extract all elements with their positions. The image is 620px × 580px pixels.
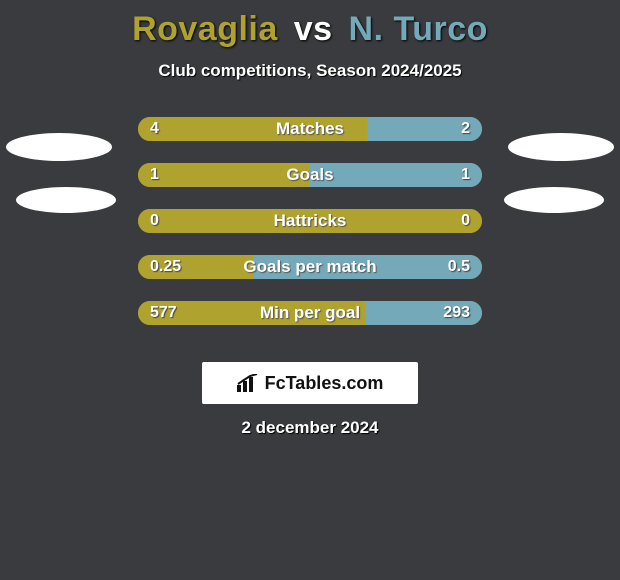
snapshot-date: 2 december 2024 (0, 418, 620, 438)
stat-row: 00Hattricks (0, 209, 620, 233)
stat-row: 577293Min per goal (0, 301, 620, 325)
player2-name: N. Turco (349, 10, 488, 48)
player1-name: Rovaglia (132, 10, 278, 48)
site-logo[interactable]: FcTables.com (202, 362, 418, 404)
stat-label: Goals per match (0, 257, 620, 277)
stat-row: 42Matches (0, 117, 620, 141)
stat-row: 11Goals (0, 163, 620, 187)
logo-text: FcTables.com (265, 373, 384, 394)
stat-label: Hattricks (0, 211, 620, 231)
stat-label: Min per goal (0, 303, 620, 323)
stat-label: Matches (0, 119, 620, 139)
title-row: Rovaglia vs N. Turco (0, 10, 620, 49)
subtitle: Club competitions, Season 2024/2025 (0, 61, 620, 81)
stat-label: Goals (0, 165, 620, 185)
stat-row: 0.250.5Goals per match (0, 255, 620, 279)
comparison-widget: Rovaglia vs N. Turco Club competitions, … (0, 10, 620, 580)
bar-chart-icon (237, 374, 259, 392)
vs-text: vs (294, 10, 333, 48)
